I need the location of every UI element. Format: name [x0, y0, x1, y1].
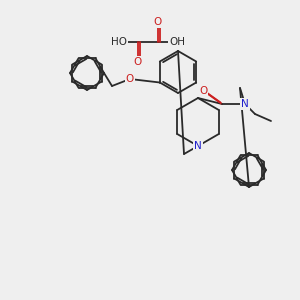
Text: O: O [154, 17, 162, 27]
Text: O: O [199, 86, 207, 96]
Text: O: O [126, 74, 134, 84]
Text: HO: HO [111, 37, 127, 47]
Text: N: N [194, 141, 202, 151]
Text: O: O [134, 57, 142, 67]
Text: OH: OH [169, 37, 185, 47]
Text: N: N [241, 99, 249, 109]
